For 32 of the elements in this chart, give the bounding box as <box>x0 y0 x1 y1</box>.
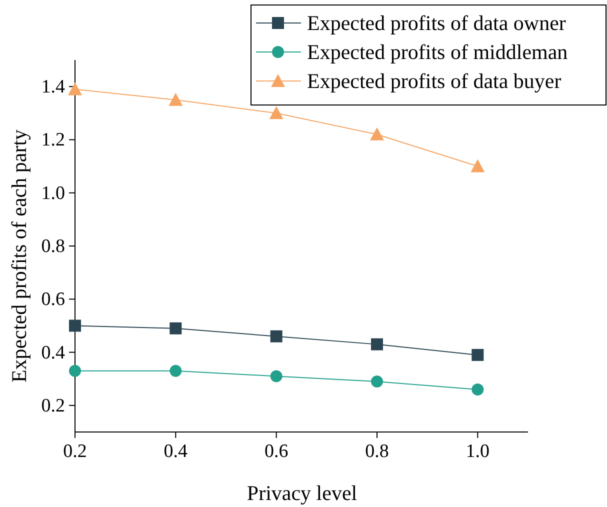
point <box>68 82 82 96</box>
x-tick-label: 0.4 <box>164 441 188 462</box>
y-tick-label: 0.6 <box>41 289 65 310</box>
y-tick-label: 0.4 <box>41 342 66 364</box>
point <box>69 364 81 377</box>
x-tick-label: 1.0 <box>466 441 490 462</box>
y-tick-label: 0.8 <box>41 236 65 257</box>
point <box>270 370 282 382</box>
point <box>371 338 383 350</box>
x-tick-label: 0.8 <box>365 441 389 462</box>
point <box>170 364 182 377</box>
point <box>168 92 183 106</box>
y-tick-label: 1.0 <box>41 182 65 204</box>
point <box>470 159 485 172</box>
point <box>269 106 284 120</box>
x-tick-label: 0.2 <box>63 441 87 462</box>
legend-label: Expected profits of data buyer <box>307 69 562 93</box>
x-tick-label: 0.6 <box>264 441 288 462</box>
legend-label: Expected profits of data owner <box>307 11 566 35</box>
y-tick-label: 1.4 <box>41 76 66 98</box>
point <box>370 127 384 140</box>
point <box>371 376 383 388</box>
x-axis-title: Privacy level <box>246 481 358 505</box>
y-tick-label: 1.2 <box>41 130 65 151</box>
point <box>472 383 484 396</box>
point <box>69 320 81 332</box>
y-tick-label: 0.2 <box>41 395 65 416</box>
point <box>270 330 282 342</box>
point <box>170 322 182 334</box>
legend-label: Expected profits of middleman <box>307 40 568 64</box>
point <box>472 348 484 361</box>
y-axis-title: Expected profits of each party <box>7 128 31 383</box>
